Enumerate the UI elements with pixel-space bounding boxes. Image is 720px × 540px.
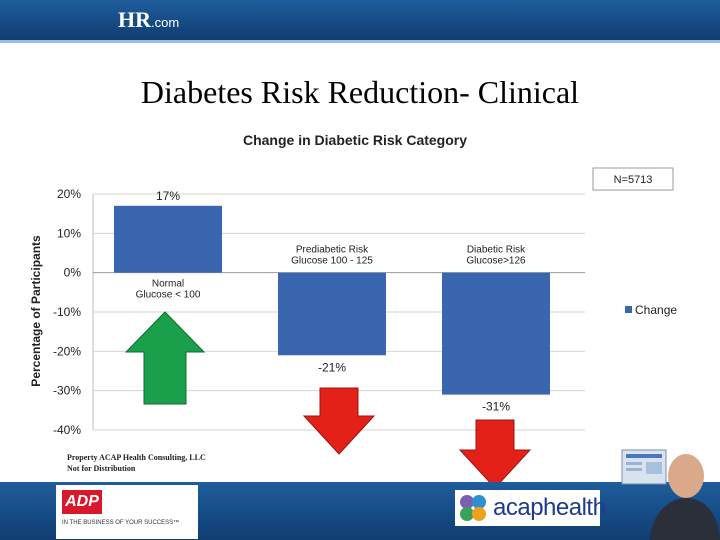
acap-mark-icon — [460, 495, 486, 521]
legend-label: Change — [635, 303, 677, 317]
adp-logo: ADP — [62, 490, 102, 514]
person-at-computer-icon — [621, 449, 720, 540]
annotation-box — [592, 167, 674, 191]
data-label: -31% — [482, 400, 510, 414]
category-label: Diabetic Risk — [467, 245, 526, 256]
category-label: Glucose 100 - 125 — [291, 256, 373, 267]
footnote: Property ACAP Health Consulting, LLC Not… — [67, 452, 206, 474]
y-axis-label: Percentage of Participants — [29, 235, 43, 387]
y-tick-label: 20% — [57, 187, 81, 201]
footnote-line-2: Not for Distribution — [67, 464, 136, 473]
annotation-label: N=5713 — [614, 174, 653, 186]
category-label: Normal — [152, 279, 184, 290]
header-bar — [0, 0, 720, 40]
y-tick-label: 10% — [57, 226, 81, 240]
hr-com-logo: HR.com — [118, 7, 179, 33]
bar-chart: N=5713 Change in Diabetic Risk Category … — [29, 132, 677, 437]
y-tick-label: -40% — [53, 423, 81, 437]
logo-suffix: .com — [151, 15, 180, 30]
y-tick-label: 0% — [64, 266, 82, 280]
data-label: -21% — [318, 360, 346, 374]
legend-swatch — [625, 306, 632, 313]
bar — [442, 272, 550, 395]
header-divider — [0, 40, 720, 43]
data-label: 17% — [156, 189, 180, 203]
bar — [114, 205, 222, 273]
y-tick-label: -20% — [53, 344, 81, 358]
chart-title: Change in Diabetic Risk Category — [243, 132, 467, 148]
y-tick-label: -30% — [53, 384, 81, 398]
down-arrow-icon — [458, 419, 532, 489]
up-arrow-icon — [124, 311, 206, 405]
acap-logo-box: acaphealth — [455, 490, 606, 526]
slide-title: Diabetes Risk Reduction- Clinical — [140, 74, 580, 110]
adp-logo-box: ADP IN THE BUSINESS OF YOUR SUCCESS™ — [56, 485, 198, 539]
y-tick-label: -10% — [53, 305, 81, 319]
category-label: Glucose < 100 — [136, 290, 201, 301]
down-arrow-icon — [302, 387, 376, 455]
category-label: Glucose>126 — [466, 256, 526, 267]
adp-tagline: IN THE BUSINESS OF YOUR SUCCESS™ — [62, 520, 180, 526]
footnote-line-1: Property ACAP Health Consulting, LLC — [67, 453, 206, 462]
category-label: Prediabetic Risk — [296, 245, 369, 256]
logo-brand: HR — [118, 7, 151, 32]
bar — [278, 272, 386, 356]
acap-logo-text: acaphealth — [493, 494, 606, 521]
